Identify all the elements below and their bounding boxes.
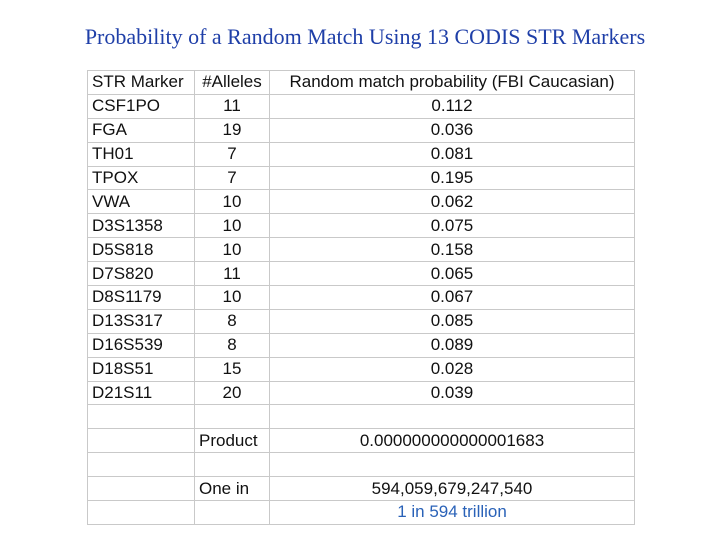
alleles-cell: 11 [194, 93, 270, 119]
alleles-cell: 10 [194, 237, 270, 263]
str-marker-cell: D13S317 [87, 308, 195, 334]
str-marker-cell: D16S539 [87, 332, 195, 358]
table-row: D16S539 8 0.089 [87, 332, 635, 358]
alleles-cell: 10 [194, 285, 270, 310]
str-marker-cell: TH01 [87, 141, 195, 167]
one-in-row: One in 594,059,679,247,540 [87, 476, 635, 502]
table-row: D18S51 15 0.028 [87, 356, 635, 382]
str-marker-table: STR Marker #Alleles Random match probabi… [87, 70, 635, 525]
str-marker-cell: CSF1PO [87, 93, 195, 119]
table-row: D8S1179 10 0.067 [87, 285, 635, 310]
str-marker-cell: D18S51 [87, 356, 195, 382]
empty-cell [87, 404, 195, 430]
product-row: Product 0.000000000000001683 [87, 428, 635, 454]
empty-cell [87, 428, 195, 454]
product-value: 0.000000000000001683 [269, 428, 635, 454]
table-row: D7S820 11 0.065 [87, 261, 635, 287]
empty-cell [269, 404, 635, 430]
empty-cell [194, 500, 270, 525]
empty-cell [87, 476, 195, 502]
table-row: VWA 10 0.062 [87, 189, 635, 215]
alleles-cell: 15 [194, 356, 270, 382]
table-row: D3S1358 10 0.075 [87, 213, 635, 239]
probability-cell: 0.028 [269, 356, 635, 382]
table-row: TH01 7 0.081 [87, 141, 635, 167]
alleles-cell: 7 [194, 165, 270, 191]
header-probability: Random match probability (FBI Caucasian) [269, 70, 635, 95]
str-marker-cell: D5S818 [87, 237, 195, 263]
probability-cell: 0.195 [269, 165, 635, 191]
blank-row [87, 452, 635, 478]
table-row: D5S818 10 0.158 [87, 237, 635, 263]
probability-cell: 0.065 [269, 261, 635, 287]
alleles-cell: 19 [194, 117, 270, 143]
str-marker-cell: D7S820 [87, 261, 195, 287]
empty-cell [194, 452, 270, 478]
alleles-cell: 11 [194, 261, 270, 287]
alleles-cell: 20 [194, 380, 270, 406]
table-row: FGA 19 0.036 [87, 117, 635, 143]
probability-cell: 0.085 [269, 308, 635, 334]
table-row: TPOX 7 0.195 [87, 165, 635, 191]
probability-cell: 0.075 [269, 213, 635, 239]
blank-row [87, 404, 635, 430]
str-marker-cell: TPOX [87, 165, 195, 191]
alleles-cell: 10 [194, 189, 270, 215]
alleles-cell: 8 [194, 308, 270, 334]
alleles-cell: 7 [194, 141, 270, 167]
empty-cell [194, 404, 270, 430]
alleles-cell: 8 [194, 332, 270, 358]
str-marker-cell: D8S1179 [87, 285, 195, 310]
probability-cell: 0.081 [269, 141, 635, 167]
empty-cell [269, 452, 635, 478]
empty-cell [87, 500, 195, 525]
probability-cell: 0.067 [269, 285, 635, 310]
one-in-value: 594,059,679,247,540 [269, 476, 635, 502]
probability-cell: 0.158 [269, 237, 635, 263]
header-alleles: #Alleles [194, 70, 270, 95]
table-row: D21S11 20 0.039 [87, 380, 635, 406]
str-marker-cell: D3S1358 [87, 213, 195, 239]
table-header-row: STR Marker #Alleles Random match probabi… [87, 70, 635, 95]
probability-cell: 0.039 [269, 380, 635, 406]
product-label: Product [194, 428, 270, 454]
probability-cell: 0.062 [269, 189, 635, 215]
one-in-trillion-text: 1 in 594 trillion [269, 500, 635, 525]
str-marker-cell: VWA [87, 189, 195, 215]
table-row: D13S317 8 0.085 [87, 308, 635, 334]
probability-cell: 0.089 [269, 332, 635, 358]
one-in-label: One in [194, 476, 270, 502]
str-marker-cell: D21S11 [87, 380, 195, 406]
alleles-cell: 10 [194, 213, 270, 239]
trillion-row: 1 in 594 trillion [87, 500, 635, 525]
probability-cell: 0.112 [269, 93, 635, 119]
probability-cell: 0.036 [269, 117, 635, 143]
page-title: Probability of a Random Match Using 13 C… [84, 24, 646, 49]
header-str-marker: STR Marker [87, 70, 195, 95]
table-row: CSF1PO 11 0.112 [87, 93, 635, 119]
str-marker-cell: FGA [87, 117, 195, 143]
empty-cell [87, 452, 195, 478]
